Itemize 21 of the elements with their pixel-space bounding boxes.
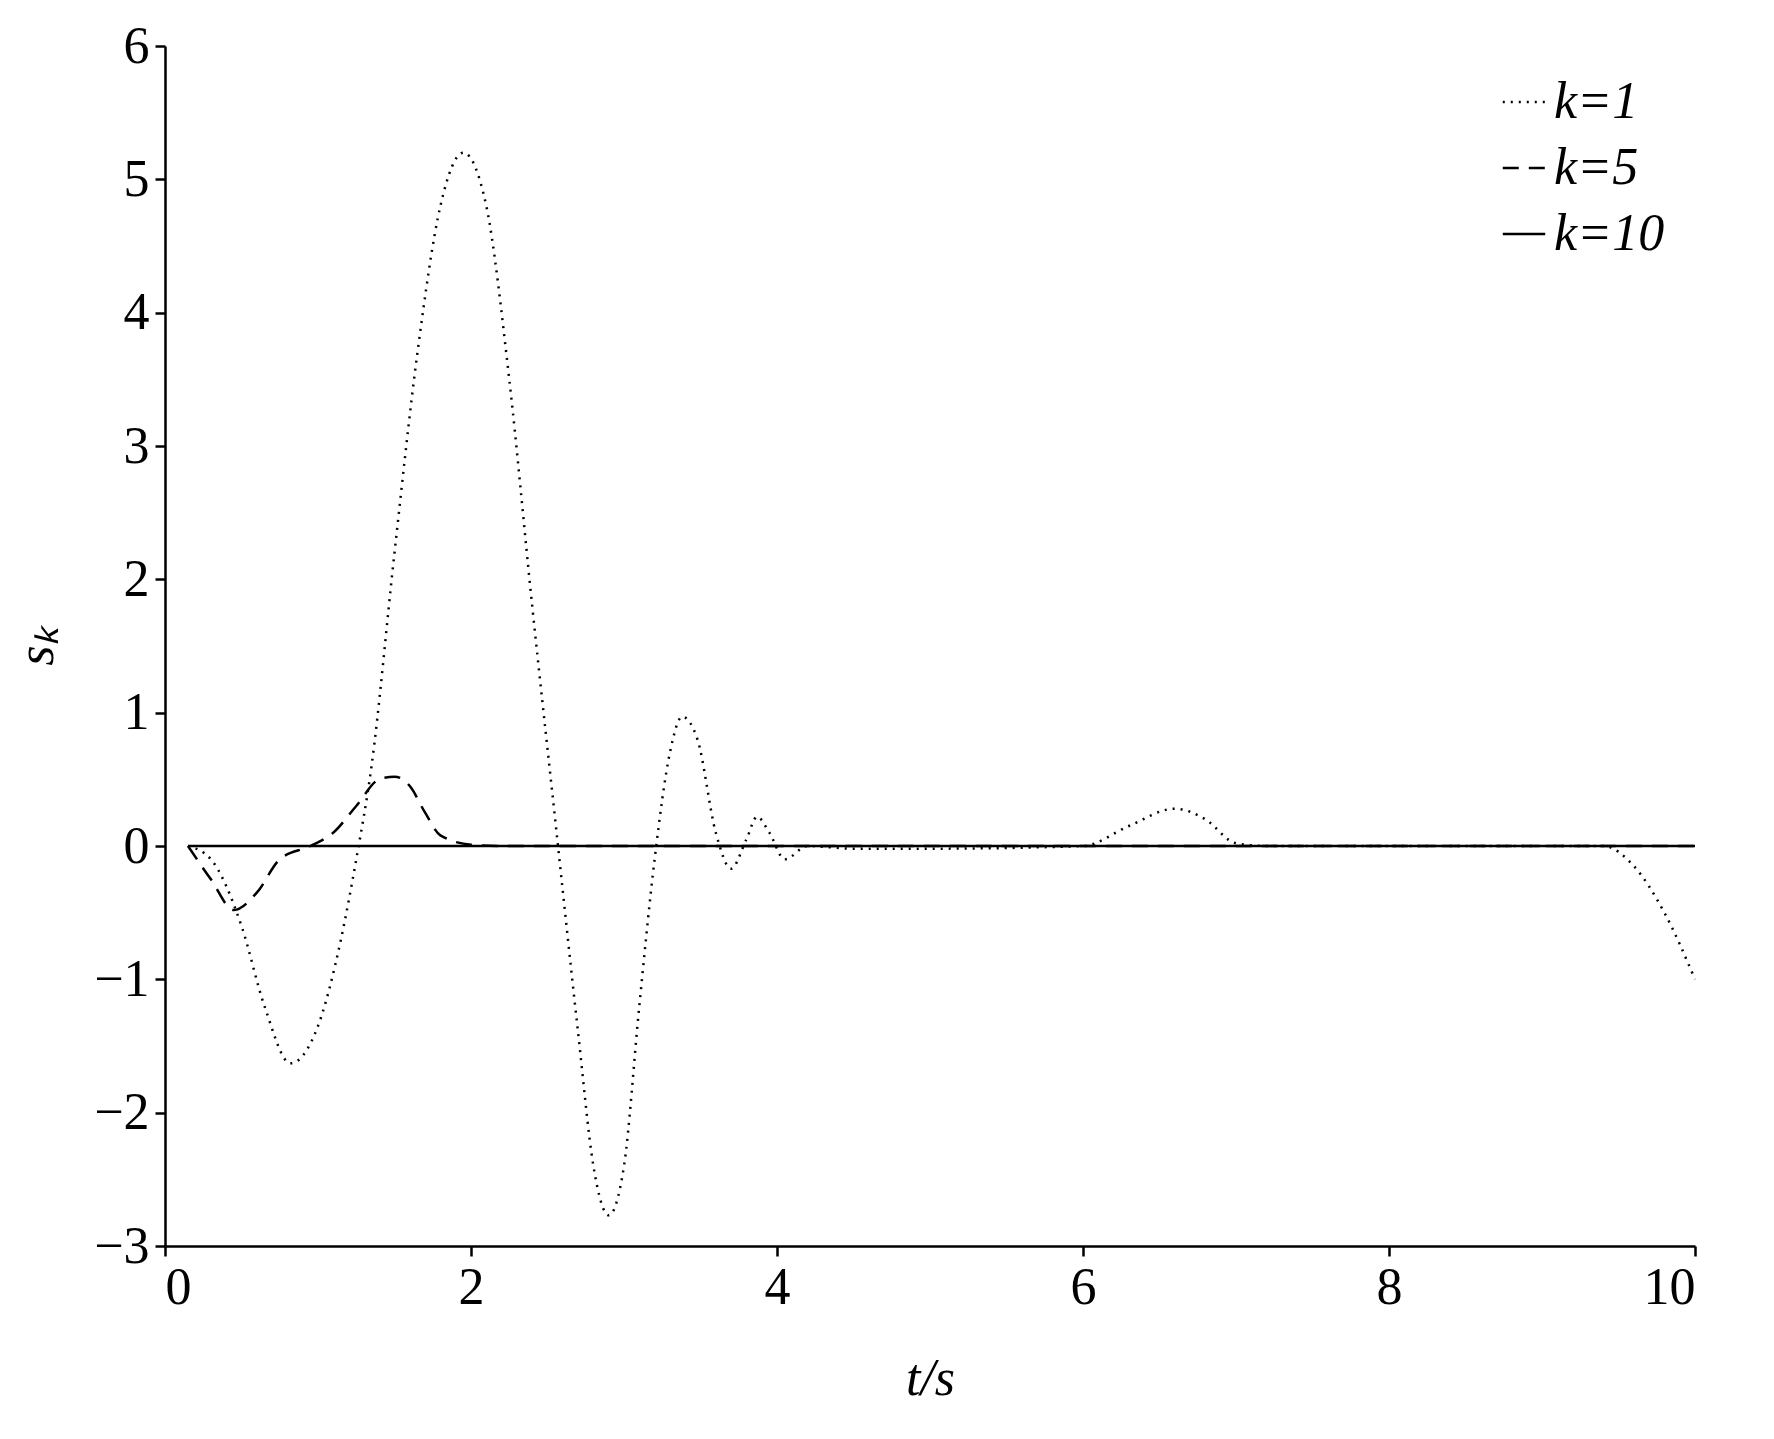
y-tick-label: −1 (94, 949, 150, 1007)
legend-label: k=1 (1554, 72, 1639, 129)
legend-label: k=5 (1554, 138, 1639, 195)
y-tick-label: 3 (123, 416, 150, 474)
x-tick-label: 4 (764, 1257, 791, 1315)
x-axis-title: t/s (905, 1348, 956, 1406)
y-tick-label: 1 (123, 683, 150, 741)
y-tick-label: 2 (123, 549, 150, 607)
y-axis-title: sₖ (7, 624, 65, 666)
x-tick-label: 2 (458, 1257, 485, 1315)
x-tick-label: 6 (1070, 1257, 1097, 1315)
y-tick-label: 0 (123, 816, 150, 874)
x-tick-label: 8 (1376, 1257, 1403, 1315)
y-tick-label: 4 (123, 283, 150, 341)
y-tick-label: 6 (123, 16, 150, 74)
y-tick-label: 5 (123, 149, 150, 207)
y-tick-label: −3 (94, 1216, 150, 1274)
legend-label: k=10 (1554, 204, 1665, 261)
x-tick-label: 10 (1643, 1257, 1696, 1315)
y-tick-label: −2 (94, 1083, 150, 1141)
x-tick-label: 0 (165, 1257, 192, 1315)
